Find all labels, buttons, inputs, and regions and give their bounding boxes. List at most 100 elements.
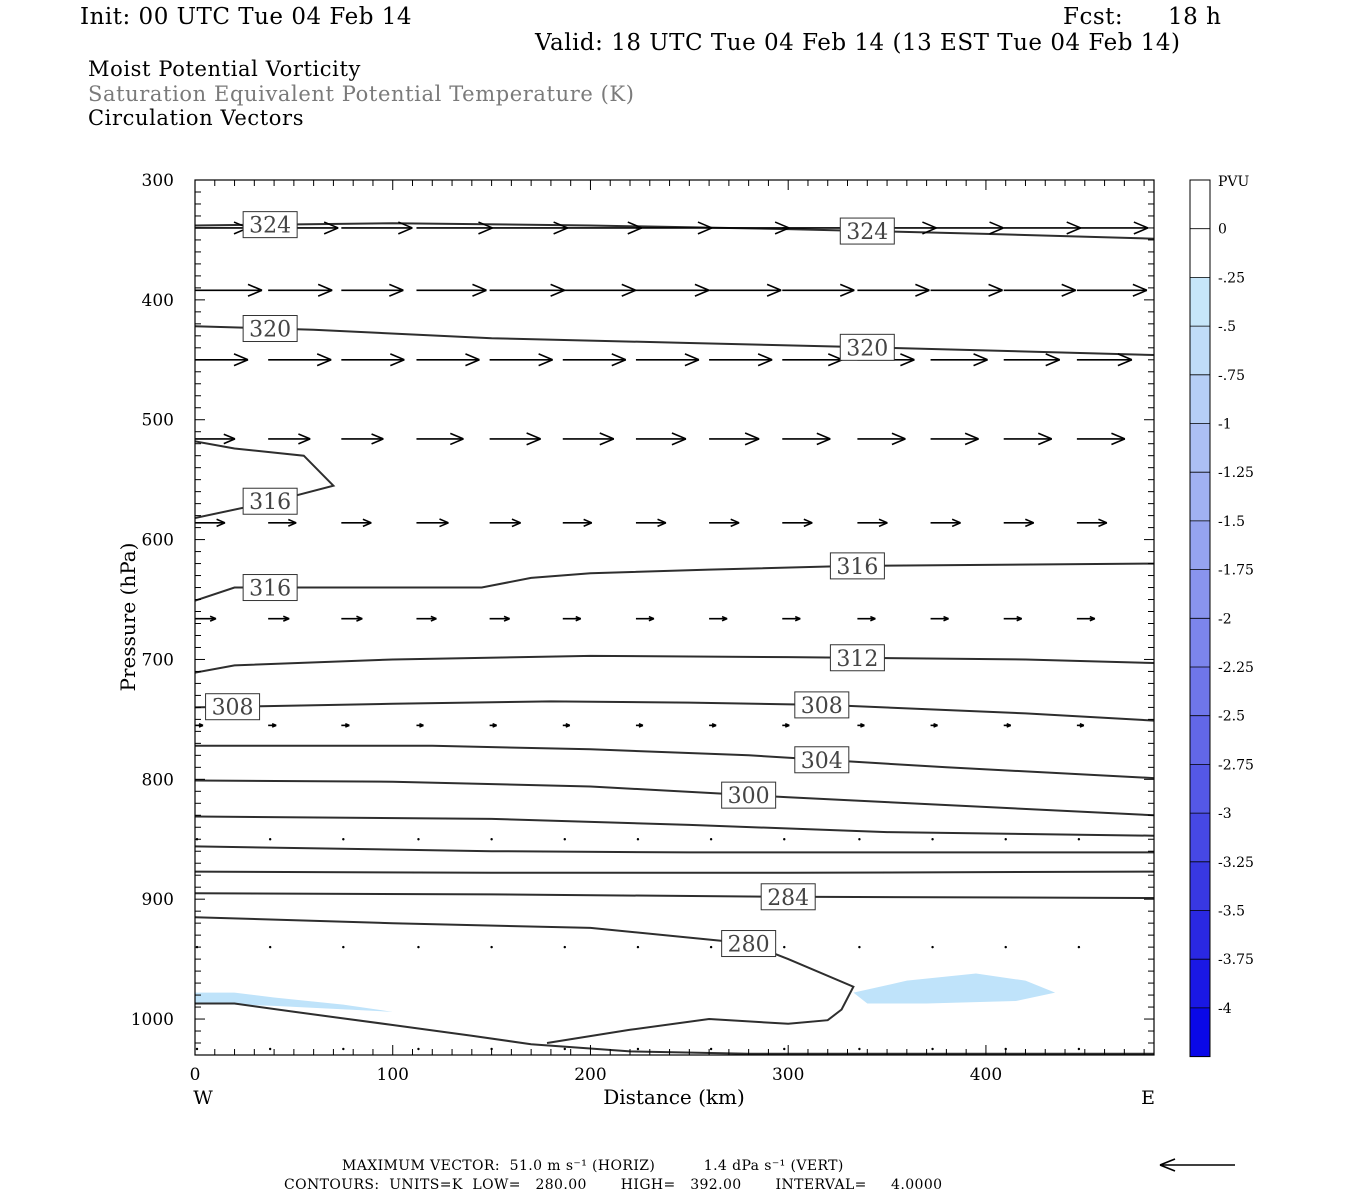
contour-label-box — [794, 746, 850, 774]
circulation-vector — [268, 353, 332, 367]
vector-head — [757, 353, 773, 361]
colorbar-swatch — [1190, 959, 1210, 1008]
vector-head — [839, 289, 855, 297]
colorbar-label: -2.75 — [1218, 757, 1254, 773]
vector-head — [694, 283, 710, 292]
contour-label: 320 — [249, 318, 291, 343]
vector-head — [419, 724, 424, 728]
vector-head — [526, 438, 541, 446]
vector-head — [511, 518, 521, 524]
colorbar-label: -1.75 — [1218, 563, 1254, 579]
contour-label: 320 — [846, 336, 888, 361]
vector-head — [1111, 432, 1126, 440]
vector-head — [323, 227, 339, 235]
vector-head — [247, 283, 263, 292]
theta-es-contour — [195, 916, 855, 1044]
circulation-vector — [1003, 283, 1077, 297]
theta-es-contour — [195, 779, 1154, 817]
vector-head — [1037, 432, 1053, 440]
vector-head — [553, 221, 568, 229]
colorbar-label: -1.25 — [1218, 465, 1254, 481]
circulation-vector — [857, 432, 906, 446]
circulation-vector — [1076, 432, 1126, 446]
vector-head — [271, 724, 277, 728]
vector-head — [575, 617, 582, 622]
circulation-vector — [1076, 518, 1108, 528]
circulation-vector — [930, 283, 1003, 297]
vector-head — [478, 227, 493, 235]
vector-head — [922, 221, 937, 229]
contour-label-box — [242, 211, 298, 239]
circulation-vector — [709, 432, 760, 446]
circulation-vector — [562, 615, 582, 622]
vector-head — [922, 227, 937, 235]
vector-head — [298, 438, 311, 445]
circulation-dot — [268, 945, 272, 949]
circulation-dot — [783, 838, 786, 841]
forecast-hours: 18 h — [1168, 4, 1222, 30]
vector-head — [757, 359, 773, 367]
vector-head — [989, 227, 1004, 235]
vector-head — [316, 353, 332, 361]
vector-head — [583, 522, 593, 527]
vector-head — [389, 289, 404, 297]
vector-head — [298, 433, 311, 440]
circulation-vector — [489, 221, 568, 235]
colorbar-swatch — [1190, 423, 1210, 473]
vector-head — [599, 432, 615, 440]
vector-head — [730, 518, 740, 524]
colorbar-label: -1.5 — [1218, 514, 1245, 530]
vector-head — [744, 438, 760, 446]
circulation-vector — [782, 615, 801, 622]
colorbar-swatch — [1190, 1007, 1210, 1057]
vector-head — [1045, 359, 1061, 367]
y-tick-label: 800 — [142, 770, 174, 790]
circulation-vector — [195, 433, 236, 445]
contour-label: 316 — [249, 490, 291, 515]
circulation-dot — [563, 1047, 566, 1051]
vector-head — [449, 432, 464, 440]
x-tick-label: 400 — [970, 1065, 1002, 1085]
vector-head — [1133, 221, 1149, 229]
vector-head — [465, 359, 480, 367]
theta-es-contour — [195, 870, 1154, 874]
vector-head — [973, 353, 988, 361]
circulation-dot — [1077, 945, 1081, 949]
theta-es-contour — [195, 222, 1154, 240]
forecast-label: Fcst: — [1063, 4, 1124, 30]
circulation-vector — [930, 221, 1004, 235]
vector-head — [550, 283, 565, 292]
vector-head — [951, 518, 961, 524]
circulation-vector — [635, 518, 667, 528]
x-axis-title: Distance (km) — [603, 1085, 745, 1109]
circulation-vector — [268, 518, 297, 527]
circulation-vector — [416, 432, 464, 446]
circulation-vector — [635, 353, 700, 367]
circulation-vector — [782, 353, 843, 367]
vector-head — [317, 283, 333, 292]
circulation-dot — [931, 838, 934, 841]
vector-head — [964, 438, 979, 446]
colorbar-label: -.75 — [1218, 368, 1245, 384]
vector-head — [627, 227, 643, 235]
contour-label-box — [242, 315, 298, 343]
y-tick-label: 300 — [142, 171, 174, 191]
circulation-vector — [857, 283, 930, 297]
y-tick-label: 900 — [142, 890, 174, 910]
colorbar-swatch — [1190, 326, 1210, 375]
circulation-dot — [709, 945, 713, 949]
circulation-dot — [858, 1047, 861, 1051]
vector-head — [288, 522, 297, 527]
vector-head — [915, 283, 930, 292]
contour-label-box — [839, 217, 895, 245]
vector-head — [803, 518, 813, 524]
vector-head — [684, 353, 700, 361]
vector-head — [316, 359, 332, 367]
circulation-vector — [930, 432, 979, 446]
circulation-dot — [268, 1047, 272, 1051]
vector-head — [1111, 438, 1126, 446]
vector-head — [439, 518, 449, 524]
colorbar-label: -2.5 — [1218, 709, 1245, 725]
circulation-vector — [416, 221, 493, 235]
vector-head — [198, 724, 204, 728]
